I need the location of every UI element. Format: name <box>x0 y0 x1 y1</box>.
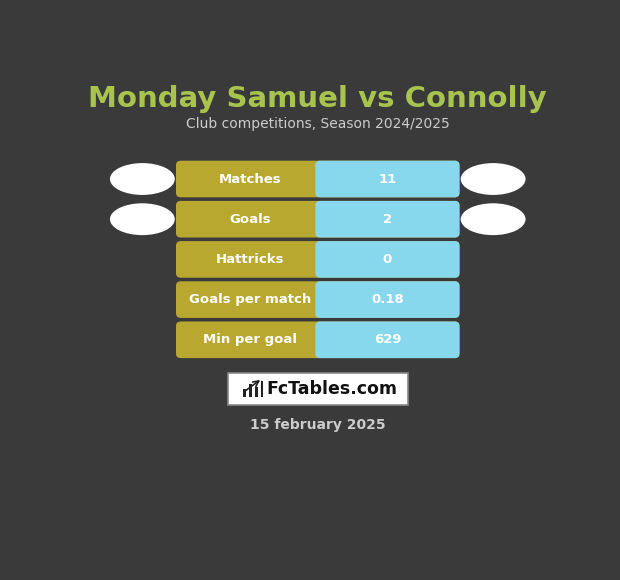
Text: 629: 629 <box>374 334 401 346</box>
FancyBboxPatch shape <box>316 201 459 238</box>
FancyBboxPatch shape <box>316 321 459 358</box>
FancyBboxPatch shape <box>316 161 459 197</box>
Bar <box>320 165 327 193</box>
Text: Goals: Goals <box>229 213 272 226</box>
Text: Club competitions, Season 2024/2025: Club competitions, Season 2024/2025 <box>186 117 450 131</box>
Ellipse shape <box>461 203 526 235</box>
Text: Min per goal: Min per goal <box>203 334 298 346</box>
Text: Hattricks: Hattricks <box>216 253 285 266</box>
Text: Goals per match: Goals per match <box>189 293 312 306</box>
Ellipse shape <box>110 203 175 235</box>
Ellipse shape <box>461 163 526 195</box>
Bar <box>320 286 327 313</box>
Text: 0: 0 <box>383 253 392 266</box>
Text: Monday Samuel vs Connolly: Monday Samuel vs Connolly <box>89 85 547 113</box>
Bar <box>243 389 246 397</box>
Bar <box>320 245 327 273</box>
Ellipse shape <box>110 163 175 195</box>
Bar <box>260 381 264 397</box>
FancyBboxPatch shape <box>316 241 459 278</box>
FancyBboxPatch shape <box>176 201 459 238</box>
Text: 11: 11 <box>378 172 397 186</box>
Text: 0.18: 0.18 <box>371 293 404 306</box>
Text: 15 february 2025: 15 february 2025 <box>250 418 386 432</box>
Bar <box>249 385 252 397</box>
FancyBboxPatch shape <box>228 373 408 405</box>
Bar <box>320 205 327 233</box>
FancyBboxPatch shape <box>176 161 459 197</box>
FancyBboxPatch shape <box>176 281 459 318</box>
Bar <box>255 387 258 397</box>
Text: Matches: Matches <box>219 172 282 186</box>
FancyBboxPatch shape <box>316 281 459 318</box>
Bar <box>320 326 327 354</box>
FancyBboxPatch shape <box>176 241 459 278</box>
Text: FcTables.com: FcTables.com <box>267 380 397 398</box>
Text: 2: 2 <box>383 213 392 226</box>
FancyBboxPatch shape <box>176 321 459 358</box>
